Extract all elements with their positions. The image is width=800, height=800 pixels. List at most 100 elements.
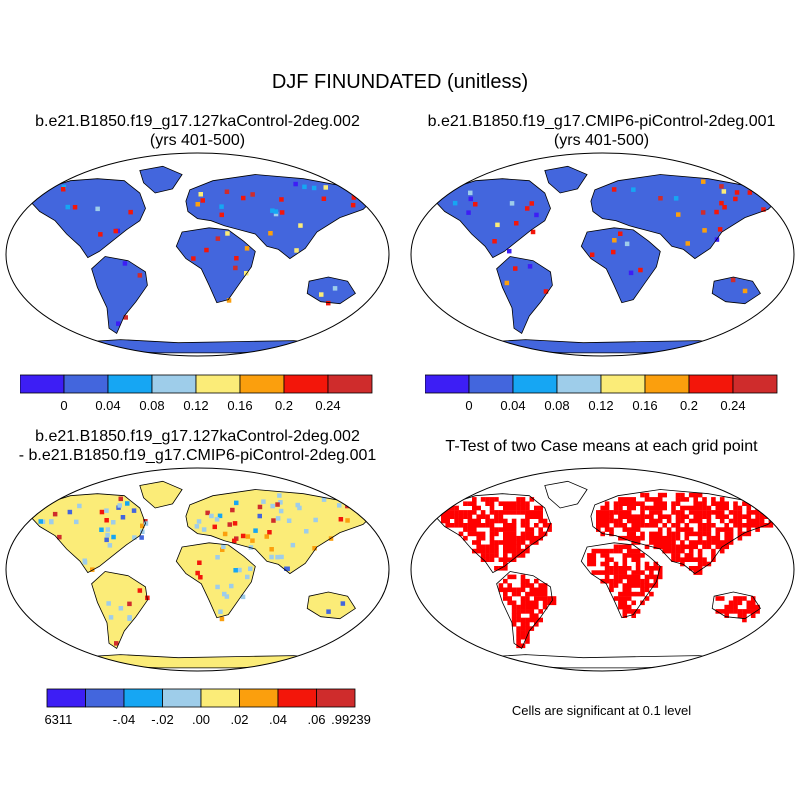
significant-cell: [520, 626, 526, 631]
significant-cell: [507, 574, 512, 580]
panel-title-line1: b.e21.B1850.f19_g17.127kaControl-2deg.00…: [35, 113, 360, 130]
significant-cell: [697, 501, 703, 506]
significant-cell: [631, 531, 636, 537]
grid-cell: [337, 503, 342, 508]
significant-cell: [480, 523, 486, 528]
panel-title-line1: b.e21.B1850.f19_g17.127kaControl-2deg.00…: [35, 428, 360, 445]
grid-cell: [118, 496, 123, 502]
significant-cell: [626, 566, 632, 571]
significant-cell: [635, 523, 641, 528]
grid-cell: [195, 202, 200, 207]
significant-cell: [719, 540, 725, 545]
significant-cell: [609, 531, 614, 537]
grid-cell: [275, 516, 281, 521]
grid-cell: [233, 265, 238, 271]
significant-cell: [498, 587, 504, 593]
significant-cell: [733, 600, 738, 606]
grid-cell: [122, 261, 128, 266]
grid-cell: [128, 209, 133, 215]
colorbar-tick-label: 0.12: [588, 398, 613, 413]
grid-cell: [673, 196, 679, 201]
significant-cell: [587, 557, 592, 562]
significant-cell: [688, 518, 694, 524]
significant-cell: [516, 639, 521, 644]
grid-cell: [99, 527, 104, 532]
colorbar-box: [20, 374, 65, 394]
significant-cell: [604, 523, 610, 528]
grid-cell: [267, 530, 272, 535]
significant-cell: [489, 505, 495, 511]
significant-cell: [622, 557, 628, 562]
significant-cell: [657, 501, 663, 506]
grid-cell: [338, 517, 344, 522]
significant-cell: [489, 497, 495, 502]
grid-cell: [271, 518, 276, 523]
grid-cell: [113, 228, 118, 234]
significant-cell: [662, 492, 667, 498]
grid-cell: [509, 201, 515, 206]
significant-cell: [631, 583, 636, 588]
significant-cell: [706, 535, 712, 541]
significant-cell: [600, 514, 605, 519]
grid-cell: [240, 594, 246, 600]
significant-cell: [649, 574, 654, 580]
significant-cell: [485, 501, 490, 506]
significant-cell: [626, 497, 632, 502]
significant-cell: [520, 587, 526, 593]
significant-cell: [542, 583, 548, 588]
significant-cell: [746, 609, 752, 614]
colorbar-box: [63, 374, 109, 394]
significant-cell: [706, 527, 712, 532]
significant-cell: [538, 527, 543, 532]
significant-cell: [675, 531, 681, 537]
significant-cell: [538, 531, 543, 537]
grid-cell: [734, 190, 740, 195]
significant-cell: [507, 505, 512, 511]
significant-cell: [719, 518, 725, 524]
significant-cell: [507, 523, 512, 528]
significant-cell: [719, 548, 725, 554]
significant-cell: [516, 501, 521, 506]
significant-cell: [516, 535, 521, 541]
grid-cell: [702, 228, 707, 233]
significant-cell: [622, 583, 628, 588]
significant-cell: [657, 540, 663, 545]
significant-cell: [622, 535, 628, 541]
significant-cell: [644, 544, 650, 550]
significant-cell: [671, 544, 676, 550]
significant-cell: [534, 613, 539, 618]
significant-cell: [750, 596, 756, 601]
grid-cell: [95, 206, 100, 212]
significant-cell: [635, 501, 641, 506]
significant-cell: [675, 557, 681, 562]
significant-cell: [702, 557, 707, 562]
grid-cell: [513, 266, 518, 271]
significant-cell: [454, 505, 459, 511]
grid-cell: [323, 185, 328, 190]
significant-cell: [733, 505, 738, 511]
grid-cell: [200, 198, 205, 203]
significant-cell: [640, 591, 645, 597]
significant-cell: [657, 544, 663, 550]
significant-cell: [604, 578, 610, 584]
significant-cell: [503, 548, 508, 554]
significant-cell: [534, 622, 539, 627]
significant-cell: [702, 531, 707, 537]
significant-cell: [622, 510, 628, 515]
significant-cell: [671, 540, 676, 545]
grid-cell: [452, 200, 458, 206]
significant-cell: [746, 514, 752, 519]
significant-cell: [631, 527, 636, 532]
grid-cell: [269, 547, 274, 552]
significant-cell: [618, 497, 623, 502]
significant-cell: [657, 510, 663, 515]
significant-cell: [755, 527, 760, 532]
grid-cell: [196, 519, 202, 524]
significant-cell: [472, 523, 477, 528]
grid-cell: [257, 504, 263, 510]
grid-cell: [197, 560, 202, 565]
land-australia: [307, 277, 356, 304]
colorbar-box: [123, 688, 163, 708]
significant-cell: [520, 531, 526, 537]
significant-cell: [684, 523, 690, 528]
